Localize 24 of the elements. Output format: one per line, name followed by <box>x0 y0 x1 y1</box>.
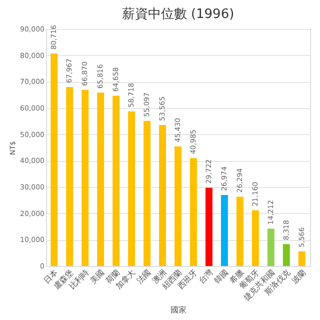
x-tick-label: 波蘭 <box>290 268 308 286</box>
bar <box>190 158 197 266</box>
bar <box>298 251 306 266</box>
bar <box>82 90 89 266</box>
bar <box>144 120 151 266</box>
bar <box>128 111 136 266</box>
bar <box>267 228 274 266</box>
chart-title: 薪資中位數 (1996) <box>122 6 234 22</box>
bar <box>159 124 166 266</box>
bar <box>97 92 104 266</box>
bar <box>220 194 228 266</box>
bar <box>252 210 259 266</box>
x-tick-label: 韓國 <box>212 268 230 286</box>
x-tick-label: 美國 <box>88 268 106 286</box>
bar <box>236 196 244 266</box>
bar <box>174 146 182 266</box>
bar <box>50 53 58 266</box>
bar <box>205 188 212 266</box>
bar <box>282 244 290 266</box>
x-tick-label: 台灣 <box>196 268 215 286</box>
x-tick-label: 法國 <box>135 268 153 286</box>
x-axis-title: 國家 <box>170 305 186 314</box>
bar <box>66 87 74 266</box>
bar <box>112 96 120 266</box>
